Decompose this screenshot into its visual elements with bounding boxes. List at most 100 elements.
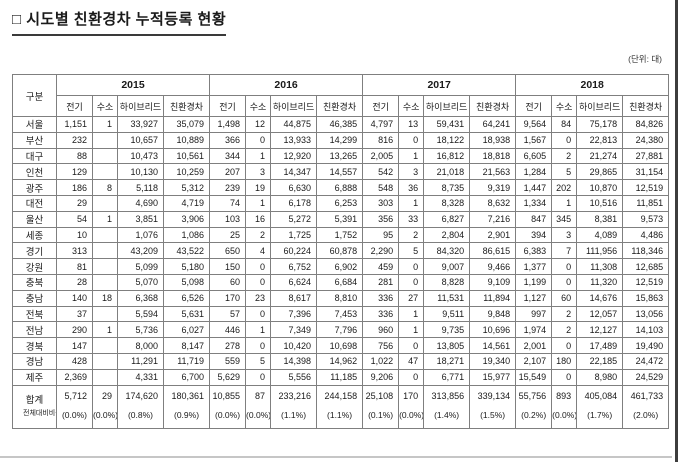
column-header-eco-total: 친환경차 (162, 95, 211, 117)
column-header-electric: 전기 (515, 95, 553, 117)
value-cell: 12,920 (270, 147, 318, 165)
region-label: 세종 (12, 226, 57, 244)
value-cell: 29 (56, 194, 93, 212)
value-cell: 10,516 (576, 194, 624, 212)
region-label: 울산 (12, 210, 57, 228)
value-cell: 232 (56, 131, 93, 149)
value-cell: 64,241 (469, 116, 517, 133)
value-cell: 239 (209, 179, 247, 196)
value-cell: 5 (398, 242, 425, 260)
region-label: 경기 (12, 242, 57, 260)
value-cell (92, 163, 118, 181)
table-row: 제주 2,369 4,331 6,700 5,629 0 5,556 11,185 9,206 0… (12, 368, 670, 386)
value-cell: 10,889 (162, 131, 211, 149)
value-cell: 1,725 (270, 226, 318, 244)
value-cell: 16,812 (423, 147, 471, 165)
value-cell: 6,888 (316, 179, 364, 196)
value-cell: 4,331 (117, 368, 164, 386)
value-cell: 11,308 (576, 258, 624, 275)
value-cell: 88 (56, 147, 93, 165)
total-value: 893 (556, 390, 572, 401)
value-cell: 8,000 (117, 337, 164, 354)
value-cell: 1 (92, 321, 118, 339)
total-cell: 170 (0.0%) (398, 384, 425, 429)
region-label: 광주 (12, 179, 57, 196)
year-header: 2015 (55, 74, 211, 96)
percent-value: (1.4%) (434, 409, 460, 420)
value-cell: 1,086 (162, 226, 211, 244)
value-cell: 27,881 (622, 147, 670, 165)
value-cell: 6,605 (515, 147, 553, 165)
value-cell: 11,894 (469, 289, 517, 307)
value-cell: 1 (398, 321, 425, 339)
value-cell: 5,070 (117, 273, 164, 291)
value-cell: 6,752 (270, 258, 318, 275)
value-cell: 446 (209, 321, 247, 339)
value-cell: 6,526 (162, 289, 211, 307)
value-cell: 1 (245, 147, 272, 165)
value-cell: 6,027 (162, 321, 211, 339)
column-header-electric: 전기 (362, 95, 400, 117)
value-cell: 2 (245, 226, 272, 244)
ev-cumulative-registration-table: 구분 2015 2016 2017 2018 전기 수소 하이브리드 친환경차 전기 수소 하이브… (12, 74, 670, 429)
value-cell: 170 (209, 289, 247, 307)
table-row: 대구 88 10,473 10,561 344 1 12,920 13,265 2,005 1 16… (12, 147, 670, 165)
value-cell: 75,178 (576, 116, 624, 133)
value-cell: 650 (209, 242, 247, 260)
year-header-row: 구분 2015 2016 2017 2018 (12, 74, 670, 117)
value-cell: 6,902 (316, 258, 364, 275)
value-cell: 5,272 (270, 210, 318, 228)
percent-value: (0.0%) (552, 409, 577, 420)
column-header-hydrogen: 수소 (92, 95, 118, 117)
value-cell: 18 (92, 289, 118, 307)
value-cell: 9,848 (469, 305, 517, 323)
value-cell: 60,224 (270, 242, 318, 260)
value-cell: 2 (551, 321, 578, 339)
value-cell: 1,334 (515, 194, 553, 212)
value-cell: 14,347 (270, 163, 318, 181)
value-cell: 303 (362, 194, 400, 212)
value-cell: 7,216 (469, 210, 517, 228)
region-label: 경북 (12, 337, 57, 354)
value-cell: 60 (551, 289, 578, 307)
value-cell: 2 (551, 305, 578, 323)
total-cell: 339,134 (1.5%) (469, 384, 517, 429)
value-cell: 19,340 (469, 352, 517, 370)
value-cell: 1 (92, 210, 118, 228)
value-cell: 1,199 (515, 273, 553, 291)
table-row: 대전 29 4,690 4,719 74 1 6,178 6,253 303 1 8,328 8,63… (12, 194, 670, 212)
value-cell: 15,549 (515, 368, 553, 386)
page-title-text: 시도별 친환경차 누적등록 현황 (26, 11, 227, 28)
region-label: 충남 (12, 289, 57, 307)
value-cell: 1 (551, 194, 578, 212)
value-cell: 47 (398, 352, 425, 370)
region-label: 대구 (12, 147, 57, 165)
value-cell: 9,573 (622, 210, 670, 228)
value-cell: 0 (398, 258, 425, 275)
value-cell: 14,299 (316, 131, 364, 149)
value-cell: 9,109 (469, 273, 517, 291)
value-cell: 11,719 (162, 352, 211, 370)
value-cell (92, 368, 118, 386)
value-cell: 3 (551, 226, 578, 244)
column-header-electric: 전기 (209, 95, 247, 117)
column-header-hybrid: 하이브리드 (117, 95, 164, 117)
value-cell: 59,431 (423, 116, 471, 133)
value-cell: 0 (245, 305, 272, 323)
value-cell: 8,328 (423, 194, 471, 212)
value-cell: 0 (551, 337, 578, 354)
value-cell: 5,391 (316, 210, 364, 228)
value-cell: 33 (398, 210, 425, 228)
value-cell (92, 337, 118, 354)
value-cell: 0 (398, 273, 425, 291)
value-cell: 2,005 (362, 147, 400, 165)
total-row: 합계전체대비비율 5,712 (0.0%) 29 (0.0%) 174,620 (0.8%)… (12, 384, 670, 429)
table-row: 울산 54 1 3,851 3,906 103 16 5,272 5,391 356 33 6,827… (12, 210, 670, 228)
value-cell: 1,377 (515, 258, 553, 275)
value-cell: 118,346 (622, 242, 670, 260)
window-right-edge (675, 0, 678, 462)
value-cell: 7,453 (316, 305, 364, 323)
value-cell: 356 (362, 210, 400, 228)
total-value: 87 (255, 390, 266, 401)
value-cell: 24,472 (622, 352, 670, 370)
